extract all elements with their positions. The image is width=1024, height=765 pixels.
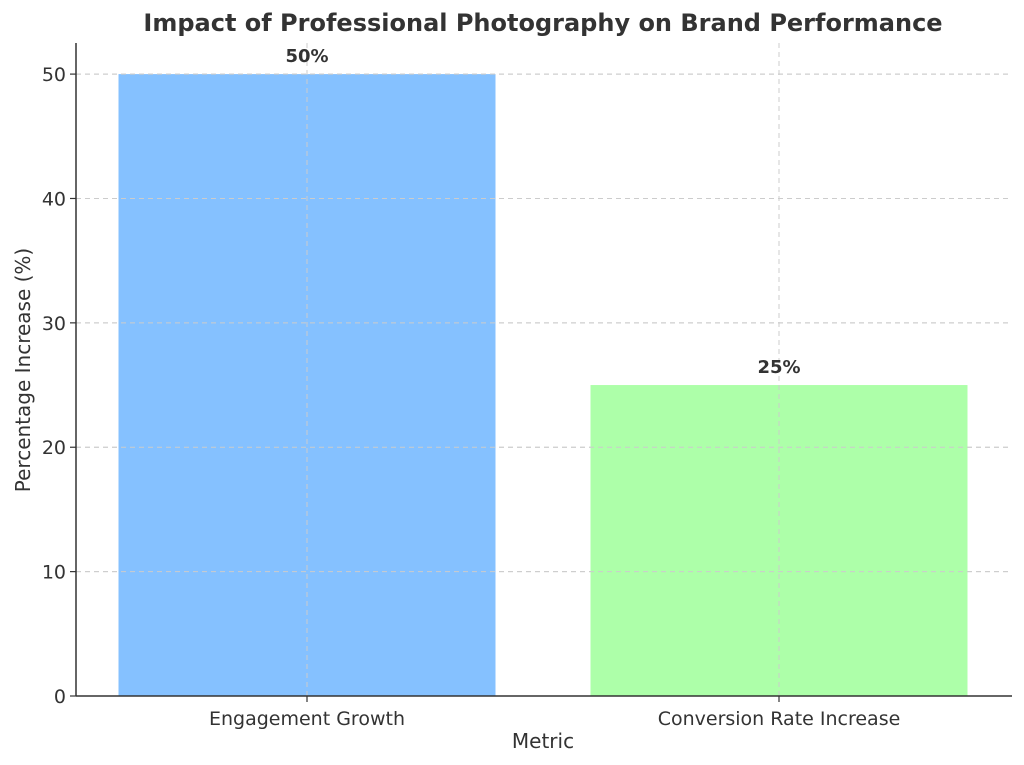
y-tick-label: 0 [54,686,66,708]
bar-data-label: 50% [285,46,328,67]
x-tick-label: Conversion Rate Increase [658,708,901,730]
axes [75,43,1012,697]
y-axis-label: Percentage Increase (%) [11,248,35,492]
x-axis-label: Metric [512,729,574,753]
y-tick-label: 50 [42,64,66,86]
y-tick-label: 20 [42,437,66,459]
bars [76,43,1012,697]
y-tick-label: 10 [42,562,66,584]
x-tick-label: Engagement Growth [209,708,405,730]
y-tick-label: 30 [42,313,66,335]
y-ticks: 0 10 20 30 40 50 [42,64,76,708]
bar-data-label: 25% [757,357,800,378]
chart-title: Impact of Professional Photography on Br… [143,9,942,37]
data-labels: 50% 25% [285,46,800,378]
y-tick-label: 40 [42,188,66,210]
x-ticks: Engagement Growth Conversion Rate Increas… [209,696,900,730]
